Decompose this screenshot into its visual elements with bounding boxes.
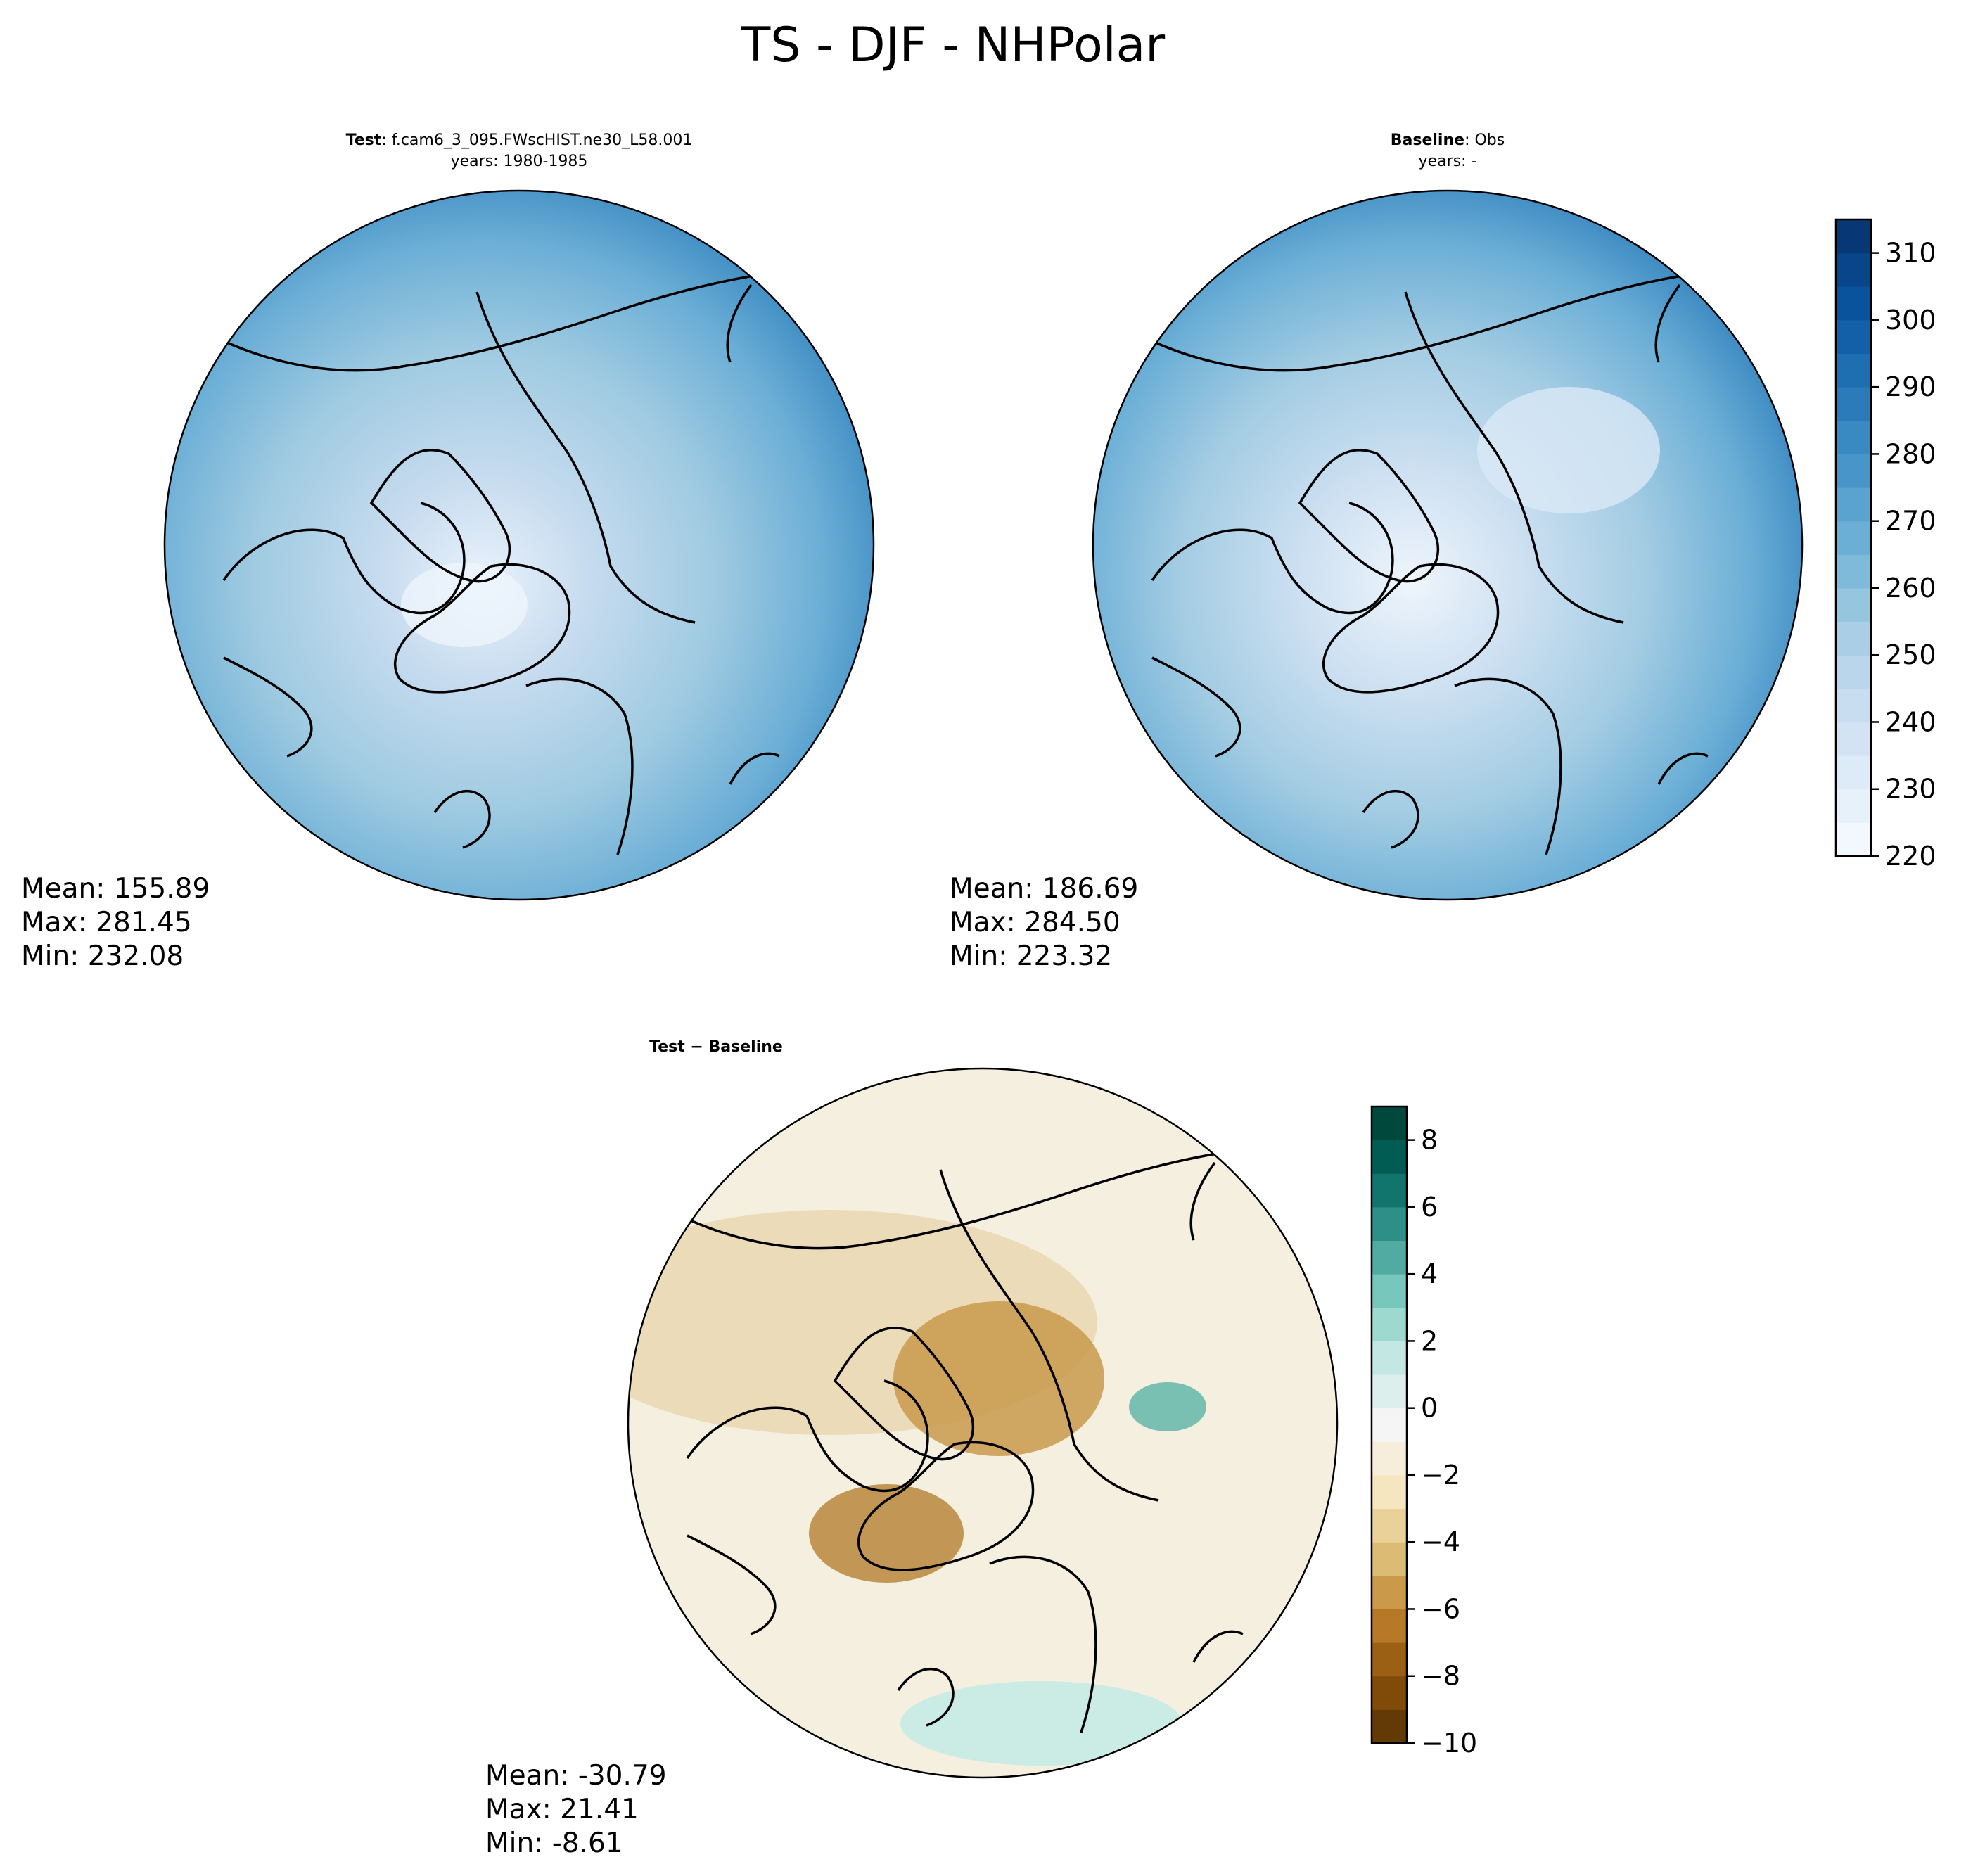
colorbar-segment	[1372, 1341, 1407, 1375]
colorbar-segment	[1372, 1709, 1407, 1744]
difference-stat-mean: Mean: -30.79	[485, 1760, 667, 1792]
colorbar-tick-label: −4	[1421, 1526, 1460, 1557]
colorbar-segment	[1836, 521, 1871, 555]
colorbar-segment	[1836, 253, 1871, 287]
colorbar-segment	[1372, 1240, 1407, 1275]
colorbar-tick-label: −8	[1421, 1661, 1460, 1692]
difference-map-central-anomaly	[893, 1301, 1104, 1456]
difference-stat-max: Max: 21.41	[485, 1794, 639, 1825]
colorbar-tick-label: 290	[1885, 371, 1936, 402]
difference-panel-title: Test − Baseline	[649, 1038, 783, 1056]
test-stat-max: Max: 281.45	[21, 907, 192, 938]
colorbar-segment	[1372, 1474, 1407, 1510]
colorbar-tick-label: 0	[1421, 1393, 1438, 1424]
difference-map-teal-anomaly	[1129, 1382, 1206, 1431]
colorbar-tick-label: 8	[1421, 1125, 1438, 1156]
colorbar-segment	[1836, 822, 1871, 857]
colorbar-tick-label: 4	[1421, 1258, 1438, 1289]
test-panel-title: Test: f.cam6_3_095.FWscHIST.ne30_L58.001	[346, 132, 693, 149]
colorbar-tick-label: 280	[1885, 438, 1936, 469]
figure-title: TS - DJF - NHPolar	[741, 18, 1166, 73]
colorbar-tick-label: −2	[1421, 1460, 1460, 1491]
colorbar-tick-label: 6	[1421, 1192, 1438, 1223]
colorbar-segment	[1836, 554, 1871, 589]
colorbar-segment	[1836, 755, 1871, 790]
test-map-boundary	[163, 189, 875, 901]
colorbar-tick-label: 240	[1885, 706, 1936, 737]
colorbar-segment	[1372, 1307, 1407, 1341]
colorbar-segment	[1836, 621, 1871, 656]
colorbar-segment	[1836, 353, 1871, 388]
difference-panel: Test − Baseline Mean: -30.79 Max: 21.41 …	[485, 1038, 1339, 1859]
colorbar-segment	[1836, 688, 1871, 722]
colorbar-segment	[1372, 1173, 1407, 1208]
colorbar-tick-label: −10	[1421, 1728, 1477, 1759]
colorbar-segment	[1836, 789, 1871, 823]
colorbar-segment	[1372, 1609, 1407, 1643]
colorbar-segment	[1372, 1676, 1407, 1710]
colorbar-segment	[1836, 454, 1871, 488]
baseline-stat-max: Max: 284.50	[950, 907, 1121, 938]
colorbar-tick-label: 220	[1885, 841, 1936, 872]
colorbar-segment	[1836, 587, 1871, 623]
colorbar-tick-label: 230	[1885, 774, 1936, 805]
test-map-field	[165, 191, 874, 900]
baseline-map-cold-region	[1477, 387, 1660, 513]
test-panel-subtitle: years: 1980-1985	[451, 153, 588, 170]
colorbar-difference: −10 −8 −6 −4 −2 0 2 4 6 8	[1370, 1105, 1477, 1759]
baseline-map-field	[1093, 191, 1802, 900]
baseline-map-boundary	[1092, 189, 1804, 901]
baseline-stat-min: Min: 223.32	[950, 940, 1112, 972]
colorbar-segment	[1836, 420, 1871, 454]
colorbar-difference-frame	[1370, 1105, 1408, 1744]
baseline-panel-title: Baseline: Obs	[1391, 132, 1505, 149]
colorbar-segment	[1372, 1206, 1407, 1242]
difference-map-teal-anomaly-2	[900, 1681, 1182, 1766]
colorbar-segment	[1836, 655, 1871, 689]
colorbar-tick-label: 310	[1885, 238, 1936, 269]
colorbar-tick-label: −6	[1421, 1593, 1460, 1624]
colorbar-tick-label: 270	[1885, 506, 1936, 537]
colorbar-segment	[1836, 219, 1871, 254]
difference-map-boundary	[627, 1067, 1339, 1779]
colorbar-absolute: 220 230 240 250 260 270 280 290 300 310	[1834, 218, 1936, 872]
colorbar-tick-label: 260	[1885, 573, 1936, 604]
colorbar-difference-segments	[1372, 1106, 1407, 1744]
baseline-stat-mean: Mean: 186.69	[950, 873, 1138, 905]
baseline-panel: Baseline: Obs years: - Mean: 186.69 Max:…	[950, 132, 1804, 972]
baseline-panel-subtitle: years: -	[1419, 153, 1477, 170]
colorbar-absolute-ticks: 220 230 240 250 260 270 280 290 300 310	[1871, 238, 1936, 872]
colorbar-segment	[1372, 1642, 1407, 1677]
colorbar-segment	[1372, 1274, 1407, 1308]
colorbar-segment	[1836, 487, 1871, 522]
test-stat-min: Min: 232.08	[21, 940, 184, 972]
test-stat-mean: Mean: 155.89	[21, 873, 210, 905]
colorbar-segment	[1372, 1140, 1407, 1174]
colorbar-tick-label: 2	[1421, 1325, 1438, 1356]
colorbar-segment	[1372, 1508, 1407, 1543]
colorbar-segment	[1372, 1408, 1407, 1442]
colorbar-segment	[1372, 1542, 1407, 1576]
colorbar-segment	[1372, 1441, 1407, 1476]
difference-map-greenland-anomaly	[809, 1484, 964, 1583]
colorbar-tick-label: 300	[1885, 305, 1936, 336]
colorbar-segment	[1372, 1575, 1407, 1609]
colorbar-segment	[1836, 286, 1871, 321]
colorbar-absolute-frame	[1834, 218, 1872, 857]
colorbar-absolute-segments	[1836, 219, 1871, 857]
colorbar-difference-ticks: −10 −8 −6 −4 −2 0 2 4 6 8	[1407, 1125, 1477, 1759]
colorbar-tick-label: 250	[1885, 639, 1936, 670]
test-panel: Test: f.cam6_3_095.FWscHIST.ne30_L58.001…	[21, 132, 875, 972]
colorbar-segment	[1372, 1106, 1407, 1141]
colorbar-segment	[1836, 387, 1871, 421]
test-map-cold-region	[401, 563, 528, 647]
colorbar-segment	[1836, 319, 1871, 355]
colorbar-segment	[1836, 722, 1871, 756]
colorbar-segment	[1372, 1374, 1407, 1409]
difference-stat-min: Min: -8.61	[485, 1827, 623, 1859]
